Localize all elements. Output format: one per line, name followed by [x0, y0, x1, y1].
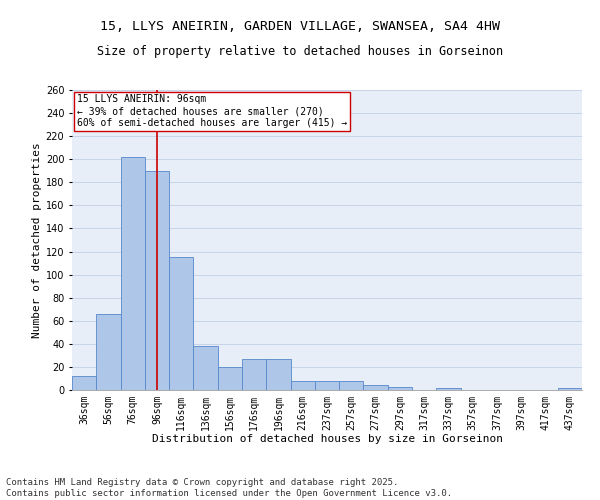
Bar	[290, 381, 315, 390]
Bar	[121, 157, 145, 390]
Bar	[315, 381, 339, 390]
Y-axis label: Number of detached properties: Number of detached properties	[32, 142, 41, 338]
Bar	[242, 359, 266, 390]
Bar	[218, 367, 242, 390]
Bar	[266, 359, 290, 390]
Text: 15 LLYS ANEIRIN: 96sqm
← 39% of detached houses are smaller (270)
60% of semi-de: 15 LLYS ANEIRIN: 96sqm ← 39% of detached…	[77, 94, 347, 128]
Text: Size of property relative to detached houses in Gorseinon: Size of property relative to detached ho…	[97, 45, 503, 58]
Bar	[558, 388, 582, 390]
Bar	[169, 258, 193, 390]
Bar	[96, 314, 121, 390]
Bar	[388, 386, 412, 390]
Bar	[339, 381, 364, 390]
Bar	[364, 386, 388, 390]
Bar	[145, 171, 169, 390]
Text: 15, LLYS ANEIRIN, GARDEN VILLAGE, SWANSEA, SA4 4HW: 15, LLYS ANEIRIN, GARDEN VILLAGE, SWANSE…	[100, 20, 500, 33]
Text: Contains HM Land Registry data © Crown copyright and database right 2025.
Contai: Contains HM Land Registry data © Crown c…	[6, 478, 452, 498]
Bar	[193, 346, 218, 390]
Bar	[72, 376, 96, 390]
Bar	[436, 388, 461, 390]
X-axis label: Distribution of detached houses by size in Gorseinon: Distribution of detached houses by size …	[151, 434, 503, 444]
